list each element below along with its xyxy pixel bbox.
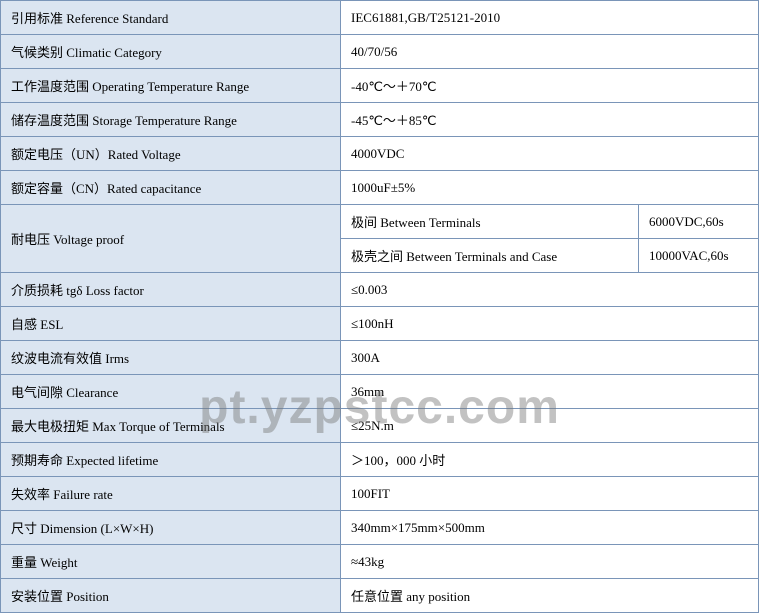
table-row: 安装位置 Position 任意位置 any position <box>1 579 759 613</box>
row-value: 4000VDC <box>341 137 759 171</box>
row-value: IEC61881,GB/T25121-2010 <box>341 1 759 35</box>
table-row: 电气间隙 Clearance 36mm <box>1 375 759 409</box>
row-value: 300A <box>341 341 759 375</box>
table-row: 气候类别 Climatic Category 40/70/56 <box>1 35 759 69</box>
row-value: 40/70/56 <box>341 35 759 69</box>
row-label: 自感 ESL <box>1 307 341 341</box>
row-value: 340mm×175mm×500mm <box>341 511 759 545</box>
table-row: 储存温度范围 Storage Temperature Range -45℃～＋8… <box>1 103 759 137</box>
row-label: 介质损耗 tgδ Loss factor <box>1 273 341 307</box>
table-row: 重量 Weight ≈43kg <box>1 545 759 579</box>
row-value: 任意位置 any position <box>341 579 759 613</box>
row-label: 耐电压 Voltage proof <box>1 205 341 273</box>
sub-value: 10000VAC,60s <box>638 239 758 273</box>
row-label: 电气间隙 Clearance <box>1 375 341 409</box>
table-row: 额定电压（UN）Rated Voltage 4000VDC <box>1 137 759 171</box>
spec-table-container: 引用标准 Reference Standard IEC61881,GB/T251… <box>0 0 759 613</box>
row-label: 引用标准 Reference Standard <box>1 1 341 35</box>
row-label: 额定容量（CN）Rated capacitance <box>1 171 341 205</box>
row-label: 尺寸 Dimension (L×W×H) <box>1 511 341 545</box>
row-label: 额定电压（UN）Rated Voltage <box>1 137 341 171</box>
row-value: ＞100，000 小时 <box>341 443 759 477</box>
row-value: -40℃～＋70℃ <box>341 69 759 103</box>
row-value: ≤0.003 <box>341 273 759 307</box>
table-row: 预期寿命 Expected lifetime ＞100，000 小时 <box>1 443 759 477</box>
row-value: 36mm <box>341 375 759 409</box>
row-value: 100FIT <box>341 477 759 511</box>
table-row: 工作温度范围 Operating Temperature Range -40℃～… <box>1 69 759 103</box>
sub-label: 极壳之间 Between Terminals and Case <box>341 239 639 273</box>
sub-value: 6000VDC,60s <box>638 205 758 239</box>
table-row: 最大电极扭矩 Max Torque of Terminals ≤25N.m <box>1 409 759 443</box>
row-label: 安装位置 Position <box>1 579 341 613</box>
row-label: 储存温度范围 Storage Temperature Range <box>1 103 341 137</box>
row-value: ≤25N.m <box>341 409 759 443</box>
sub-label: 极间 Between Terminals <box>341 205 639 239</box>
row-label: 工作温度范围 Operating Temperature Range <box>1 69 341 103</box>
row-label: 最大电极扭矩 Max Torque of Terminals <box>1 409 341 443</box>
row-label: 重量 Weight <box>1 545 341 579</box>
table-row-voltage-proof-1: 耐电压 Voltage proof 极间 Between Terminals 6… <box>1 205 759 239</box>
row-value: ≈43kg <box>341 545 759 579</box>
table-row: 失效率 Failure rate 100FIT <box>1 477 759 511</box>
row-label: 气候类别 Climatic Category <box>1 35 341 69</box>
table-row: 额定容量（CN）Rated capacitance 1000uF±5% <box>1 171 759 205</box>
row-label: 失效率 Failure rate <box>1 477 341 511</box>
table-row: 纹波电流有效值 Irms 300A <box>1 341 759 375</box>
table-row: 介质损耗 tgδ Loss factor ≤0.003 <box>1 273 759 307</box>
row-value: 1000uF±5% <box>341 171 759 205</box>
row-value: -45℃～＋85℃ <box>341 103 759 137</box>
row-value: ≤100nH <box>341 307 759 341</box>
table-row: 引用标准 Reference Standard IEC61881,GB/T251… <box>1 1 759 35</box>
table-row: 尺寸 Dimension (L×W×H) 340mm×175mm×500mm <box>1 511 759 545</box>
table-row: 自感 ESL ≤100nH <box>1 307 759 341</box>
row-label: 纹波电流有效值 Irms <box>1 341 341 375</box>
spec-table: 引用标准 Reference Standard IEC61881,GB/T251… <box>0 0 759 613</box>
row-label: 预期寿命 Expected lifetime <box>1 443 341 477</box>
